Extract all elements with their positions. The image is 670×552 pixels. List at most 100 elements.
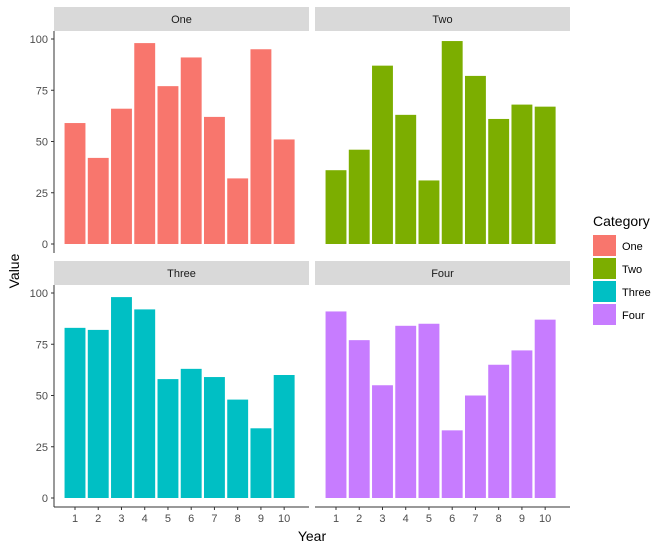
x-tick-label: 4 <box>403 513 409 525</box>
bar-four-6 <box>441 430 463 498</box>
bar-two-9 <box>511 104 533 244</box>
bar-one-1 <box>64 123 86 244</box>
bar-one-7 <box>203 116 225 244</box>
x-tick-label: 6 <box>188 513 194 525</box>
facet-panel-four: Four 1 2 3 4 5 6 7 8 9 10 <box>315 261 570 525</box>
x-tick-label: 9 <box>519 513 525 525</box>
bar-three-3 <box>111 297 132 498</box>
bar-one-4 <box>134 43 156 244</box>
bar-one-10 <box>273 139 295 244</box>
bar-four-3 <box>372 385 393 498</box>
bar-two-8 <box>488 118 510 244</box>
bar-three-9 <box>250 428 272 498</box>
y-tick-label: 25 <box>36 188 48 200</box>
y-tick-label: 100 <box>30 288 48 300</box>
x-tick-label: 8 <box>235 513 241 525</box>
bar-three-4 <box>134 309 156 498</box>
facet-panel-two: Two <box>315 7 570 245</box>
legend-label: Two <box>622 264 642 276</box>
facet-strip-two <box>315 7 570 31</box>
legend-item-one: One <box>593 235 643 256</box>
legend-key <box>593 304 616 325</box>
bar-two-6 <box>441 41 463 244</box>
bar-four-7 <box>464 395 486 498</box>
x-tick-label: 10 <box>278 513 290 525</box>
x-tick-label: 5 <box>165 513 171 525</box>
bar-one-5 <box>157 86 179 245</box>
legend-key <box>593 258 616 279</box>
bar-four-1 <box>325 311 347 498</box>
bar-three-2 <box>87 329 109 498</box>
y-tick-label: 50 <box>36 137 48 149</box>
legend-item-three: Three <box>593 281 651 302</box>
y-tick-label: 25 <box>36 442 48 454</box>
facet-panel-one: One 0 25 50 75 100 <box>30 7 309 253</box>
x-tick-label: 1 <box>72 513 78 525</box>
bar-four-5 <box>418 323 440 498</box>
bar-two-1 <box>325 170 347 244</box>
x-tick-label: 2 <box>356 513 362 525</box>
x-tick-label: 7 <box>211 513 217 525</box>
bar-two-7 <box>464 75 486 245</box>
bar-three-5 <box>157 379 179 498</box>
legend-key <box>593 281 616 302</box>
bar-four-4 <box>395 325 417 498</box>
bar-three-6 <box>180 368 202 498</box>
legend-item-two: Two <box>593 258 642 279</box>
x-tick-label: 3 <box>118 513 124 525</box>
y-tick-label: 75 <box>36 85 48 97</box>
x-tick-label: 1 <box>333 513 339 525</box>
legend: Category One Two Three Four <box>593 213 651 325</box>
x-axis-title: Year <box>298 528 327 544</box>
x-tick-label: 9 <box>258 513 264 525</box>
x-tick-label: 4 <box>142 513 148 525</box>
legend-item-four: Four <box>593 304 645 325</box>
y-tick-label: 100 <box>30 34 48 46</box>
facet-strip-label: Two <box>432 14 452 26</box>
y-tick-label: 0 <box>42 239 48 251</box>
x-tick-label: 10 <box>539 513 551 525</box>
facet-strip-label: One <box>171 14 192 26</box>
bar-one-6 <box>180 57 202 245</box>
x-tick-label: 5 <box>426 513 432 525</box>
bar-one-2 <box>87 157 109 244</box>
bar-two-3 <box>372 65 393 245</box>
bar-two-4 <box>395 114 417 244</box>
facet-strip-label: Four <box>431 268 454 280</box>
bar-two-10 <box>534 106 556 245</box>
facet-strip-three <box>54 261 309 285</box>
legend-key <box>593 235 616 256</box>
facet-strip-four <box>315 261 570 285</box>
facet-strip-label: Three <box>167 268 196 280</box>
bar-four-2 <box>348 340 370 498</box>
y-axis-title: Value <box>6 253 22 288</box>
facet-strip-one <box>54 7 309 31</box>
legend-label: Four <box>622 310 645 322</box>
bar-two-2 <box>348 149 370 244</box>
legend-title: Category <box>593 213 650 229</box>
legend-label: Three <box>622 287 651 299</box>
y-tick-label: 0 <box>42 493 48 505</box>
x-tick-label: 8 <box>496 513 502 525</box>
bar-three-1 <box>64 327 86 498</box>
bar-one-3 <box>111 108 132 244</box>
bar-one-8 <box>227 178 249 244</box>
y-tick-label: 50 <box>36 391 48 403</box>
x-tick-label: 7 <box>472 513 478 525</box>
facet-panel-three: Three 0 25 50 75 100 1 2 3 4 5 6 7 8 9 10 <box>30 261 309 525</box>
bar-three-10 <box>273 375 295 498</box>
bar-four-10 <box>534 319 556 498</box>
bar-four-8 <box>488 364 510 498</box>
x-tick-label: 2 <box>95 513 101 525</box>
bar-three-7 <box>203 377 225 498</box>
legend-label: One <box>622 241 643 253</box>
x-tick-label: 3 <box>379 513 385 525</box>
bar-three-8 <box>227 399 249 498</box>
bar-two-5 <box>418 180 440 244</box>
x-tick-label: 6 <box>449 513 455 525</box>
y-tick-label: 75 <box>36 339 48 351</box>
bar-one-9 <box>250 49 272 244</box>
bar-four-9 <box>511 350 533 498</box>
